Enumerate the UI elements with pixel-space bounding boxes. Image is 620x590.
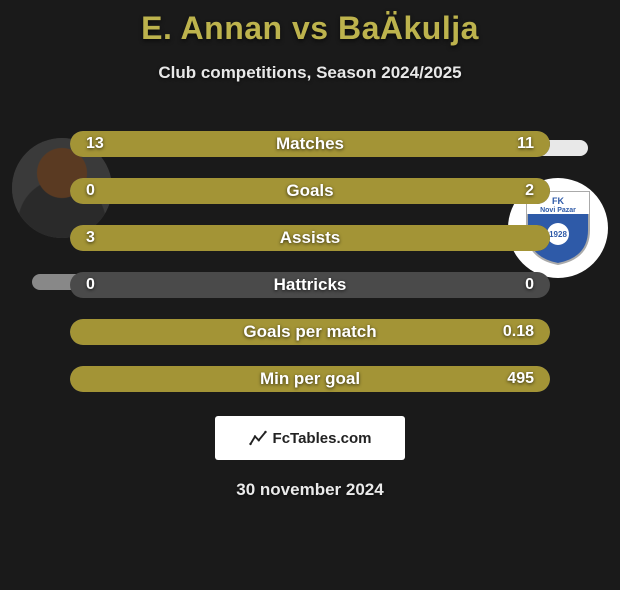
stat-label: Matches (276, 134, 344, 154)
stat-row: Goals per match 0.18 (70, 319, 550, 345)
stat-label: Min per goal (260, 369, 360, 389)
stat-value-right: 0 (525, 276, 534, 294)
chart-icon (249, 429, 267, 447)
svg-text:1928: 1928 (549, 230, 567, 239)
stat-value-left: 3 (86, 229, 95, 247)
stat-value-left: 0 (86, 182, 95, 200)
page-title: E. Annan vs BaÄkulja (0, 10, 620, 47)
stat-label: Goals per match (243, 322, 376, 342)
stat-value-right: 2 (525, 182, 534, 200)
stats-list: 13 Matches 11 0 Goals 2 3 Assists 0 Hattricks 0 Goa… (70, 131, 550, 392)
stat-label: Assists (280, 228, 340, 248)
stat-row: 0 Hattricks 0 (70, 272, 550, 298)
stat-row: 0 Goals 2 (70, 178, 550, 204)
attribution-text: FcTables.com (273, 430, 372, 447)
stat-value-right: 0.18 (503, 323, 534, 341)
stat-value-left: 0 (86, 276, 95, 294)
svg-text:FK: FK (552, 196, 564, 206)
attribution-badge: FcTables.com (215, 416, 405, 460)
stat-value-left: 13 (86, 135, 104, 153)
stat-row: 13 Matches 11 (70, 131, 550, 157)
stat-row: Min per goal 495 (70, 366, 550, 392)
stat-value-right: 495 (507, 370, 534, 388)
stat-label: Hattricks (274, 275, 347, 295)
stat-label: Goals (286, 181, 333, 201)
stat-value-right: 11 (517, 135, 534, 153)
date-text: 30 november 2024 (0, 480, 620, 500)
subtitle: Club competitions, Season 2024/2025 (0, 63, 620, 83)
stat-row: 3 Assists (70, 225, 550, 251)
